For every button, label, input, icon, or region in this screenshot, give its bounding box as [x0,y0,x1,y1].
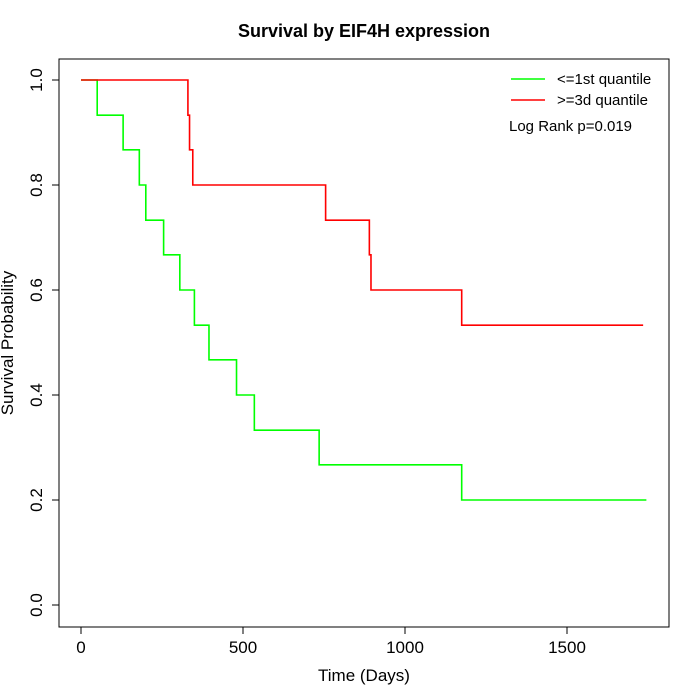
legend-label: <=1st quantile [557,71,651,88]
x-axis-label: Time (Days) [318,666,410,685]
survival-curve [81,79,644,326]
legend-label: >=3d quantile [557,92,648,109]
chart-title: Survival by EIF4H expression [238,21,490,41]
y-axis-label: Survival Probability [0,270,17,415]
y-tick-label: 1.0 [27,68,46,92]
y-tick-label: 0.2 [27,488,46,512]
y-tick-label: 0.4 [27,383,46,407]
y-axis: 0.0 0.2 0.4 0.6 0.8 1.0 [27,68,60,617]
y-tick-label: 0.8 [27,173,46,197]
y-tick-label: 0.6 [27,278,46,302]
log-rank-annotation: Log Rank p=0.019 [509,118,632,135]
survival-curve [81,79,647,501]
y-tick-label: 0.0 [27,593,46,617]
x-tick-label: 0 [76,638,85,657]
x-tick-label: 1500 [548,638,586,657]
x-axis: 0 500 1000 1500 [76,626,586,657]
series-layer [81,79,647,501]
legend: <=1st quantile >=3d quantile [511,71,651,109]
x-tick-label: 500 [229,638,257,657]
plot-frame [58,58,670,628]
x-tick-label: 1000 [386,638,424,657]
